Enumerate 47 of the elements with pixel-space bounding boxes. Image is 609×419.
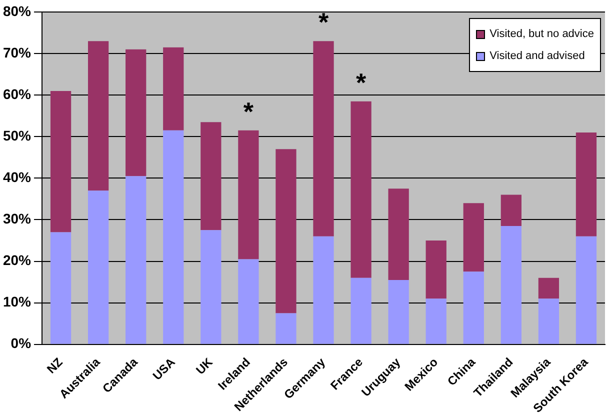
bar [276,149,296,314]
bar [538,278,560,299]
y-tick-label: 10% [2,294,32,310]
bar [426,240,446,299]
bar [388,280,409,344]
bar [50,90,72,232]
y-tick-label: 40% [2,169,32,186]
x-tick-label: NZ [44,355,66,376]
y-tick-label: 60% [2,86,32,102]
bar [313,236,334,344]
bar [388,188,409,280]
bar [50,232,72,344]
bar [500,194,522,226]
bar [426,298,446,344]
bar [350,101,372,278]
bar [276,313,296,344]
bar [163,47,184,130]
bar [576,132,597,236]
bar [88,41,109,191]
bar [313,41,334,236]
y-tick-label: 70% [2,44,32,60]
y-tick-label: 20% [2,252,32,268]
legend-label: Visited, but no advice [488,27,594,42]
annotation: * [318,7,330,38]
bar [200,122,222,230]
bar [538,298,560,344]
y-tick-label: 0% [10,335,32,352]
bar [163,130,184,344]
annotation: * [243,96,254,126]
bar [238,259,259,344]
legend-label: Visited and advised [488,49,586,64]
bar [88,190,109,344]
bar [238,130,259,260]
bar [463,203,484,272]
y-tick-label: 50% [2,128,32,144]
bar [126,176,146,344]
x-tick-label: UK [193,354,216,378]
bar [576,236,597,344]
bar [500,226,522,344]
bar [126,49,146,176]
y-tick-label: 30% [2,210,32,227]
y-tick-label: 80% [2,2,32,19]
x-tick-label: USA [150,354,178,383]
bar [350,278,372,344]
annotation: * [356,67,367,98]
bar [463,272,484,344]
bar [200,230,222,344]
